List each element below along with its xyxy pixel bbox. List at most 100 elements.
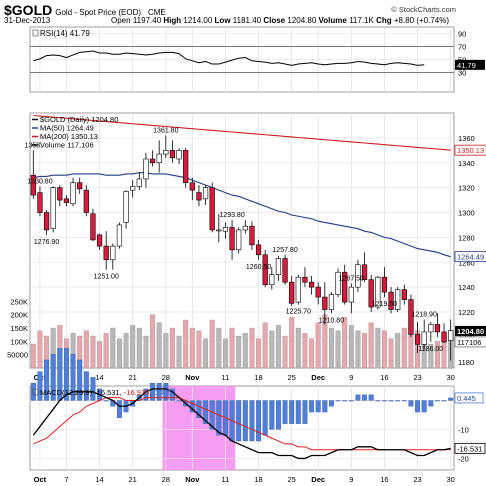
macd-histogram-bar [375, 400, 381, 402]
volume-label: Volume [318, 16, 347, 25]
macd-histogram-bar [169, 388, 175, 401]
macd-xtick-9: Dec [311, 475, 325, 484]
symbol-description: Gold - Spot Price (EOD) [55, 8, 142, 17]
price-xtick-3: 21 [129, 373, 137, 382]
macd-hist-last-value: 0.445 [457, 394, 476, 403]
volume-last-badge [454, 336, 486, 348]
price-tick-1340: 1340 [458, 159, 475, 168]
macd-legend-hist: 0.445 [153, 388, 172, 397]
candle-body [242, 225, 248, 231]
candle-body [70, 182, 76, 205]
volume-bar [401, 327, 407, 369]
price-annotation-8: 1225.70 [286, 309, 311, 316]
macd-hist-badge [454, 392, 484, 404]
volume-bar [368, 322, 374, 369]
ma50-last-value: 1264.49 [457, 253, 484, 262]
volume-bar [434, 341, 440, 369]
macd-last-badge [454, 442, 486, 454]
macd-histogram-bar [77, 359, 83, 401]
macd-histogram-bar [362, 394, 368, 401]
candle-body [196, 192, 202, 201]
price-xtick-11: 16 [380, 373, 388, 382]
volume-bar [388, 338, 394, 369]
candle-body [83, 189, 89, 213]
stockcharts-credit[interactable]: © StockCharts.com [391, 5, 456, 14]
macd-histogram-bar [176, 400, 182, 402]
macd-histogram-bar [150, 382, 156, 401]
macd-xtick-5: Nov [185, 475, 200, 484]
candle-body [130, 186, 136, 191]
volume-bar [83, 330, 89, 369]
macd-histogram-bar [388, 400, 394, 402]
price-annotation-10: 1267.50 [339, 275, 364, 282]
macd-histogram-bar [262, 400, 268, 436]
macd-histogram-bar [196, 400, 202, 419]
candle-body [30, 174, 36, 196]
macd-histogram-bar [302, 400, 308, 424]
candle-body [381, 276, 388, 293]
price-tick-1320: 1320 [458, 184, 475, 193]
macd-histogram-bar [355, 394, 361, 401]
macd-histogram-bar [328, 400, 334, 407]
macd-histogram-bar [295, 400, 301, 424]
price-tick-1280: 1280 [458, 233, 475, 242]
macd-histogram-bar [335, 400, 341, 402]
volume-bar [156, 322, 162, 369]
open-label: Open [111, 16, 131, 25]
volume-bar [189, 327, 195, 369]
volume-bar [97, 341, 103, 369]
price-annotation-4: 1361.80 [153, 127, 178, 134]
macd-legend-sep1: , [120, 388, 124, 397]
candle-body [189, 182, 195, 191]
macd-histogram-bar [434, 400, 440, 402]
quote-date: 31-Dec-2013 [4, 16, 51, 25]
macd-histogram-bar [63, 348, 69, 401]
macd-histogram-bar [90, 377, 96, 401]
candle-body [77, 182, 83, 190]
price-annotation-2: 1276.90 [34, 239, 59, 246]
price-xtick-7: 18 [254, 373, 262, 382]
open-value: 1197.40 [132, 16, 162, 25]
symbol-ticker: $GOLD [4, 2, 53, 18]
macd-last-value: -16.531 [457, 444, 482, 453]
candle-body [282, 258, 288, 283]
macd-xtick-4: 28 [162, 475, 170, 484]
price-xtick-10: 9 [349, 373, 353, 382]
price-xtick-8: 25 [288, 373, 296, 382]
volume-bar [229, 327, 235, 369]
macd-xtick-0: Oct [34, 475, 47, 484]
ma200-line [33, 114, 451, 151]
volume-bar [110, 327, 116, 369]
volume-bar [328, 327, 334, 369]
low-value: 1181.40 [232, 16, 262, 25]
rsi-tick-70: 70 [458, 43, 466, 52]
volume-bar [269, 330, 275, 369]
macd-xtick-3: 21 [129, 475, 137, 484]
volume-bar [342, 317, 348, 369]
high-label: High [163, 16, 182, 25]
candle-body [308, 281, 315, 288]
volume-tick-2: 150K [10, 324, 28, 333]
candle-body [434, 324, 441, 333]
volume-bar [37, 330, 43, 369]
macd-histogram-bar [342, 400, 348, 402]
candle-body [342, 271, 348, 303]
macd-histogram-bar [428, 400, 434, 407]
macd-histogram-bar [103, 400, 109, 402]
candle-body [209, 187, 215, 231]
macd-histogram-bar [448, 397, 454, 401]
volume-bar [216, 327, 222, 369]
candle-body [348, 286, 354, 303]
macd-histogram-bar [381, 400, 387, 402]
volume-bar [123, 333, 129, 369]
macd-histogram-bar [143, 388, 149, 401]
rsi-legend-box [32, 29, 39, 37]
price-tick-1220: 1220 [458, 308, 475, 317]
candle-body [448, 330, 454, 341]
macd-histogram-bar [116, 400, 122, 419]
price-annotation-6: 1260.50 [246, 264, 271, 271]
candle-body [202, 187, 209, 200]
candle-body [255, 244, 262, 256]
rsi-tick-30: 30 [458, 69, 466, 78]
candle-body [183, 150, 189, 183]
